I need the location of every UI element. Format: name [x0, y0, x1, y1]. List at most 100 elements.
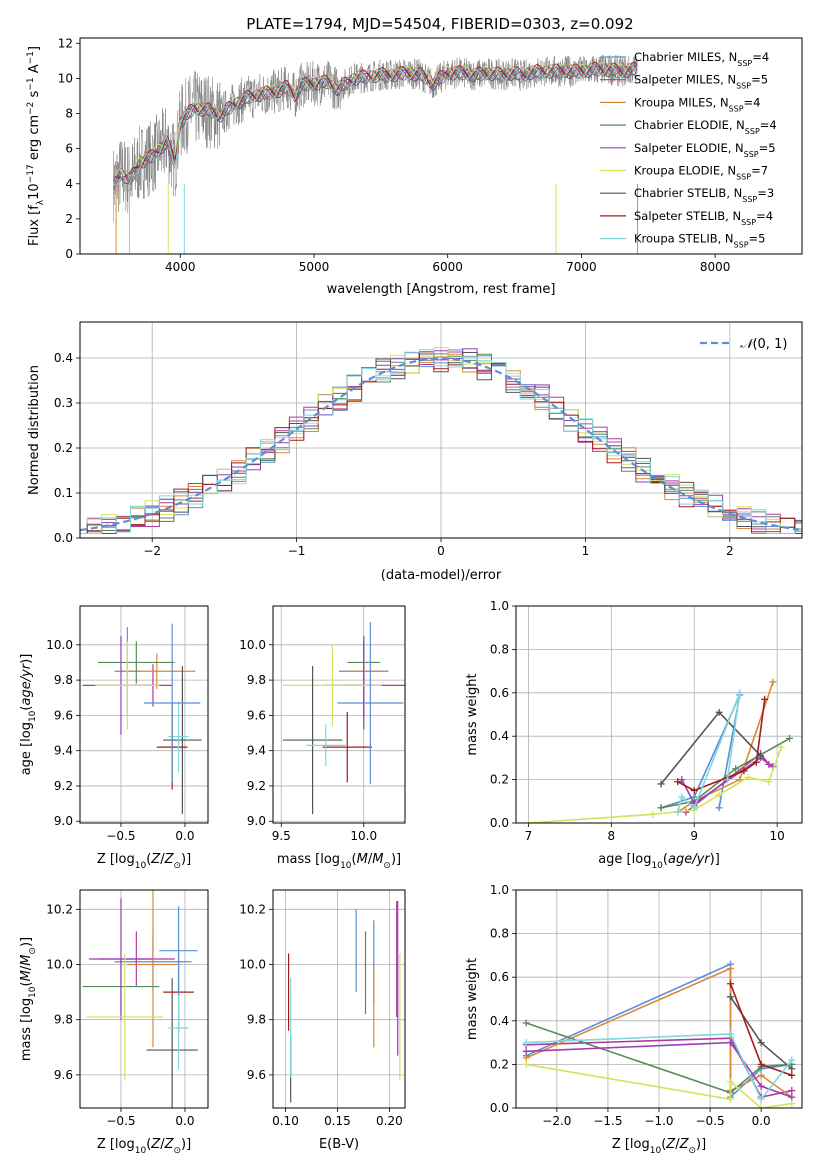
weight-vs-age-xtick-label: 7 [525, 829, 533, 843]
weight-vs-age-series-line [660, 737, 790, 809]
weight-vs-age-series-line [528, 746, 783, 823]
legend-label: Chabrier STELIB, NSSP=3 [634, 186, 774, 204]
spectrum-ytick-label: 2 [65, 212, 73, 226]
spectrum-ylabel-part: −2 [26, 102, 36, 115]
mass-vs-Z-xlabel-part: Z [164, 1137, 175, 1152]
weight-vs-Z-point-marker [788, 1065, 796, 1073]
mass-vs-Z-xlabel-part: / [160, 1137, 165, 1152]
spectrum-ylabel-part: 10 [27, 183, 42, 200]
weight-vs-age-point-marker [674, 808, 682, 816]
mass-vs-Z-panel: −0.5 0.09.69.810.010.2Z [log10(Z/Z⊙)]mass… [19, 889, 209, 1156]
weight-vs-Z-series-line [526, 1041, 793, 1098]
weight-vs-age-point-marker [715, 708, 723, 716]
normal-curve [80, 357, 800, 532]
weight-vs-Z-frame [515, 889, 803, 1109]
residuals-panel: −2 −1 0 1 2 0.0 0.1 0.2 0.3 0.4 (data-model)/error… [27, 321, 803, 583]
age-vs-Z-ytick-label: 10.0 [46, 638, 73, 652]
legend-normal-label: 𝒩(0, 1) [740, 337, 787, 352]
weight-vs-Z-ytick-label: 0.4 [490, 1014, 509, 1028]
age-vs-mass-xlabel-part: ( [352, 852, 357, 867]
weight-vs-Z-ytick-label: 0.0 [490, 1101, 509, 1115]
weight-vs-Z-xlabel-part: / [675, 1137, 680, 1152]
mass-vs-Z-ylabel-part: / [19, 965, 34, 970]
weight-vs-Z-point-marker [522, 1047, 530, 1055]
spectrum-model-line [113, 65, 638, 185]
age-vs-Z-ylabel-part: ( [19, 706, 34, 711]
residuals-frame [79, 321, 803, 539]
legend-label: Kroupa STELIB, NSSP=5 [634, 232, 765, 250]
weight-vs-Z-point-marker [727, 993, 734, 1001]
age-vs-mass-xtick-label: 9.5 [272, 829, 291, 843]
residuals-plot-area [80, 322, 802, 538]
age-vs-mass-xlabel-part: M [357, 852, 368, 867]
mass-vs-Z-ylabel-part: ( [19, 981, 34, 986]
residuals-ylabel: Normed distribution [27, 365, 42, 495]
weight-vs-age-point-marker [723, 776, 731, 784]
legend-label-tail: =5 [759, 141, 776, 155]
age-vs-mass-ytick-label: 9.4 [247, 744, 266, 758]
weight-vs-Z-point-marker [788, 1071, 796, 1079]
age-vs-Z-xlabel-part: Z [150, 852, 161, 867]
residuals-xtick-label: 1 [582, 544, 590, 558]
weight-vs-Z-point-marker [727, 1030, 734, 1038]
weight-vs-Z-xlabel-part: )] [696, 1137, 706, 1152]
weight-vs-Z-ylabel: mass weight [465, 958, 480, 1040]
weight-vs-age-series-line [677, 681, 774, 813]
weight-vs-Z-plot-area [516, 890, 802, 1108]
spectrum-ylabel-part: erg cm [27, 115, 42, 164]
legend-label-sub: SSP [745, 127, 760, 136]
weight-vs-Z-point-marker [757, 1095, 765, 1103]
legend-label-main: Chabrier STELIB, N [634, 186, 742, 200]
age-vs-Z-ylabel-part: age [log [19, 722, 34, 775]
mass-vs-Z-xtick-label: 0.0 [175, 1114, 194, 1128]
spectrum-xtick-label: 7000 [566, 260, 597, 274]
spectrum-xtick-label: 6000 [432, 260, 463, 274]
weight-vs-Z-xlabel-part: ( [661, 1137, 666, 1152]
age-vs-Z-ylabel-part: 10 [28, 710, 38, 722]
legend-normal-label-text: (0, 1) [752, 337, 787, 352]
legend-label: Kroupa ELODIE, NSSP=7 [634, 164, 768, 182]
figure-title: PLATE=1794, MJD=54504, FIBERID=0303, z=0… [246, 15, 633, 33]
legend-label-sub: SSP [744, 149, 759, 158]
mass-vs-Z-xlabel-part: Z [150, 1137, 161, 1152]
weight-vs-Z-xtick-label: 0.0 [752, 1114, 771, 1128]
age-vs-Z-panel: −0.5 0.09.09.29.49.69.810.0Z [log10(Z/Z⊙)… [19, 605, 209, 871]
residuals-xlabel: (data-model)/error [381, 568, 502, 583]
legend-label-sub: SSP [729, 104, 744, 113]
weight-vs-Z-point-marker [727, 1039, 734, 1047]
weight-vs-age-point-marker [757, 752, 765, 760]
weight-vs-age-point-marker [752, 758, 760, 766]
age-vs-Z-xlabel-part: Z [log [97, 852, 135, 867]
weight-vs-age-xlabel-part: )] [710, 852, 720, 867]
age-vs-mass-ytick-label: 10.0 [239, 638, 266, 652]
legend-label-tail: =5 [749, 232, 766, 246]
age-vs-Z-xlabel-part: 10 [135, 861, 147, 871]
weight-vs-age-point-marker [690, 804, 698, 812]
residual-histogram [80, 353, 802, 534]
weight-vs-Z-xlabel-part: 10 [650, 1146, 662, 1156]
legend-label-sub: SSP [742, 195, 757, 204]
spectrum-xtick-label: 8000 [700, 260, 731, 274]
mass-vs-Z-xlabel-part: ⊙ [173, 1146, 181, 1156]
weight-vs-age-series-line [660, 711, 762, 785]
mass-vs-Z-xlabel-part: ( [146, 1137, 151, 1152]
weight-vs-Z-xtick-label: −0.5 [696, 1114, 725, 1128]
spectrum-ytick-label: 12 [58, 36, 73, 50]
weight-vs-age-point-marker [678, 793, 686, 801]
mass-vs-EBV-xlabel: E(B-V) [319, 1137, 359, 1152]
legend-label-tail: =4 [744, 95, 761, 109]
weight-vs-age-point-marker [682, 808, 690, 816]
weight-vs-age-xtick-label: 9 [690, 829, 698, 843]
mass-vs-EBV-xtick-label: 0.15 [324, 1114, 351, 1128]
weight-vs-Z-series-line [526, 1033, 793, 1101]
weight-vs-Z-point-marker [757, 1060, 765, 1068]
mass-vs-Z-ytick-label: 9.6 [54, 1068, 73, 1082]
weight-vs-Z-point-marker [522, 1019, 530, 1027]
mass-vs-Z-ylabel: mass [log10(M/M⊙)] [19, 937, 38, 1061]
age-vs-Z-ylabel: age [log10(age/yr)] [19, 654, 38, 776]
spectrum-plot-area [112, 54, 639, 254]
weight-vs-Z-point-marker [788, 1100, 796, 1108]
weight-vs-age-point-marker [524, 819, 532, 823]
residuals-ytick-label: 0.1 [54, 486, 73, 500]
